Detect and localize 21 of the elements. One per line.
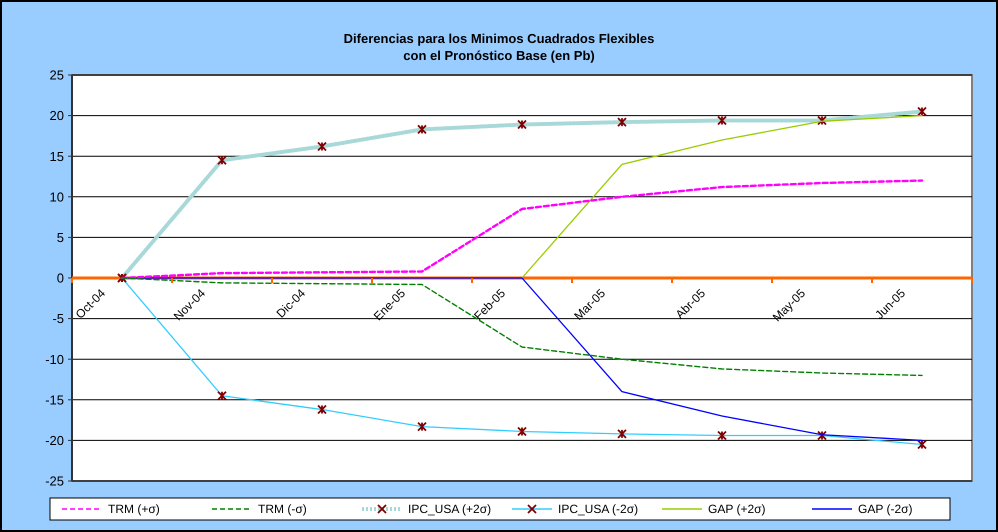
legend-label: IPC_USA (-2σ) [558, 502, 638, 516]
line-series [521, 114, 923, 279]
y-tick-label: 20 [50, 108, 64, 124]
y-tick-label: -15 [45, 392, 64, 408]
y-tick-label: 5 [56, 230, 64, 245]
y-tick-label: 0 [56, 270, 64, 286]
y-tick-label: 10 [50, 189, 64, 204]
y-tick-label: -10 [45, 352, 64, 367]
legend-label: GAP (-2σ) [858, 502, 913, 516]
y-tick-label: 25 [50, 68, 64, 83]
chart-title: Diferencias para los Minimos Cuadrados Flexibles con el Pronóstico Base (en Pb) [344, 31, 654, 63]
line-series [120, 179, 924, 280]
legend-label: TRM (-σ) [258, 502, 307, 516]
legend-label: TRM (+σ) [108, 502, 160, 516]
y-tick-label: -20 [45, 432, 64, 448]
legend-label: IPC_USA (+2σ) [408, 502, 492, 516]
y-tick-label: -5 [52, 311, 64, 326]
line-series [121, 277, 923, 376]
y-tick-label: -25 [45, 474, 64, 489]
y-tick-label: 15 [50, 148, 64, 164]
legend-label: GAP (+2σ) [708, 502, 766, 516]
